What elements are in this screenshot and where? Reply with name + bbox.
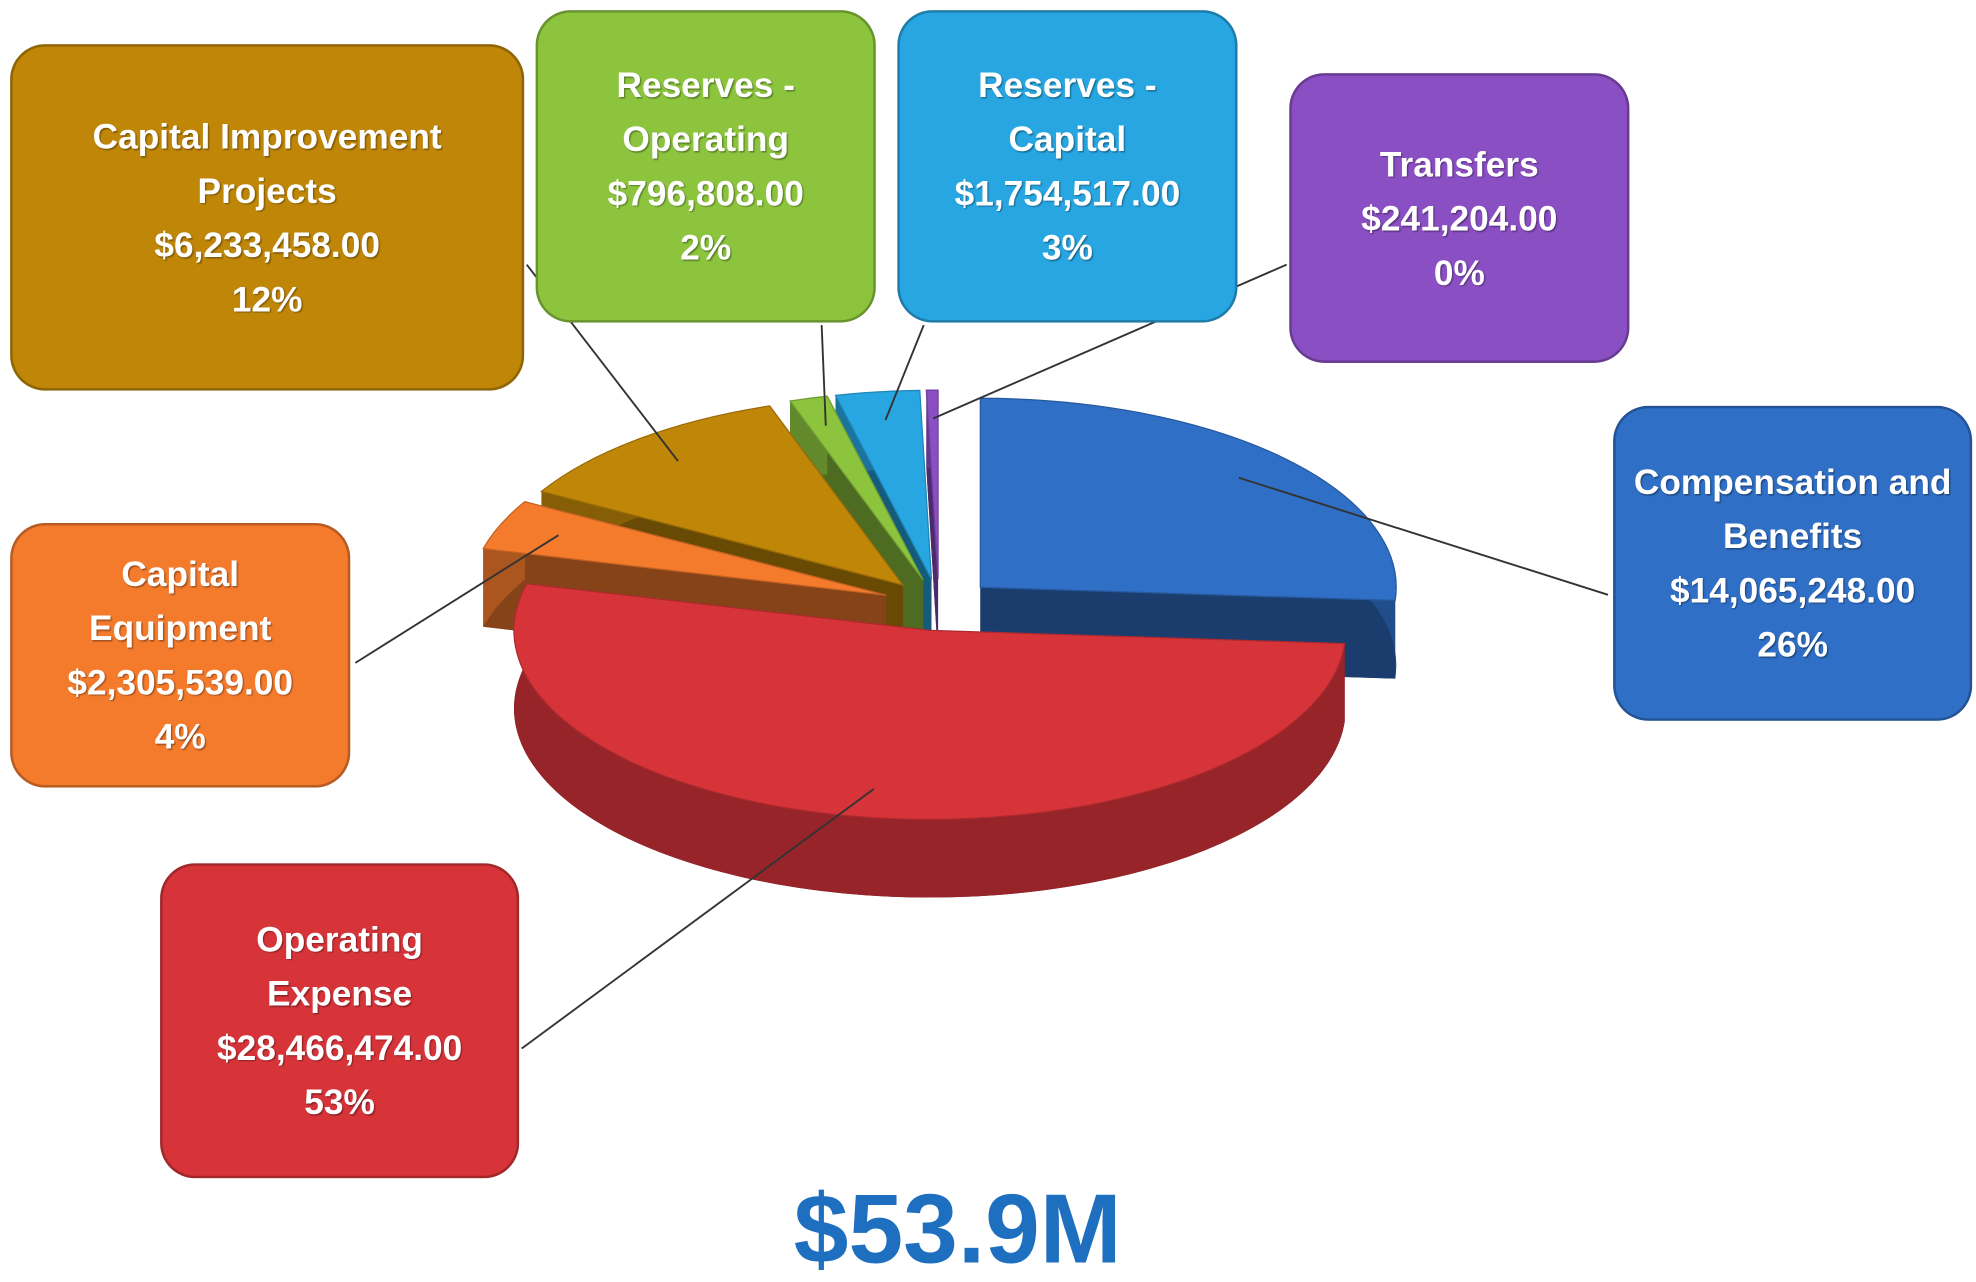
leader-line	[820, 325, 827, 426]
label-name: Capital Improvement Projects	[92, 116, 442, 210]
label-value: $14,065,248.00	[1669, 570, 1916, 610]
slice	[789, 395, 924, 581]
label-name: Reserves - Operating	[616, 65, 795, 159]
label-box: Capital Improvement Projects $6,233,458.0…	[10, 44, 525, 391]
label-value: $2,305,539.00	[67, 662, 294, 702]
label-box: Compensation and Benefits $14,065,248.00 2…	[1613, 405, 1973, 721]
slice	[540, 405, 905, 587]
label-name: Compensation and Benefits	[1633, 462, 1952, 556]
label-name: Operating Expense	[256, 919, 423, 1014]
leader-line	[1238, 476, 1609, 596]
label-percent: 26%	[1757, 625, 1828, 665]
label-percent: 53%	[304, 1082, 375, 1122]
label-value: $28,466,474.00	[216, 1028, 463, 1068]
label-name: Reserves - Capital	[978, 65, 1157, 159]
label-value: $6,233,458.00	[154, 224, 380, 265]
slice	[513, 583, 1346, 821]
slice-side	[514, 583, 1345, 898]
slice	[834, 389, 933, 580]
leader-line	[884, 324, 925, 421]
label-percent: 2%	[680, 228, 732, 268]
label-name: Transfers	[1379, 144, 1539, 184]
chart-title: $53.9M	[793, 1173, 1122, 1282]
slice	[925, 389, 939, 580]
label-value: $1,754,517.00	[954, 173, 1181, 213]
label-value: $796,808.00	[607, 173, 804, 213]
slice	[979, 397, 1397, 602]
label-box: Reserves - Operating $796,808.00 2%	[535, 10, 876, 323]
label-value: $241,204.00	[1361, 198, 1558, 238]
slice	[482, 500, 887, 596]
label-percent: 3%	[1041, 228, 1093, 268]
label-percent: 12%	[231, 279, 303, 319]
label-box: Operating Expense $28,466,474.00 53%	[160, 863, 520, 1179]
leader-line	[521, 788, 875, 1050]
label-box: Transfers $241,204.00 0%	[1289, 73, 1630, 363]
leader-line	[354, 534, 559, 664]
label-percent: 0%	[1433, 252, 1485, 292]
label-box: Capital Equipment $2,305,539.00 4%	[10, 522, 351, 788]
label-percent: 4%	[154, 717, 206, 757]
label-box: Reserves - Capital $1,754,517.00 3%	[897, 10, 1238, 323]
label-name: Capital Equipment	[89, 554, 272, 648]
